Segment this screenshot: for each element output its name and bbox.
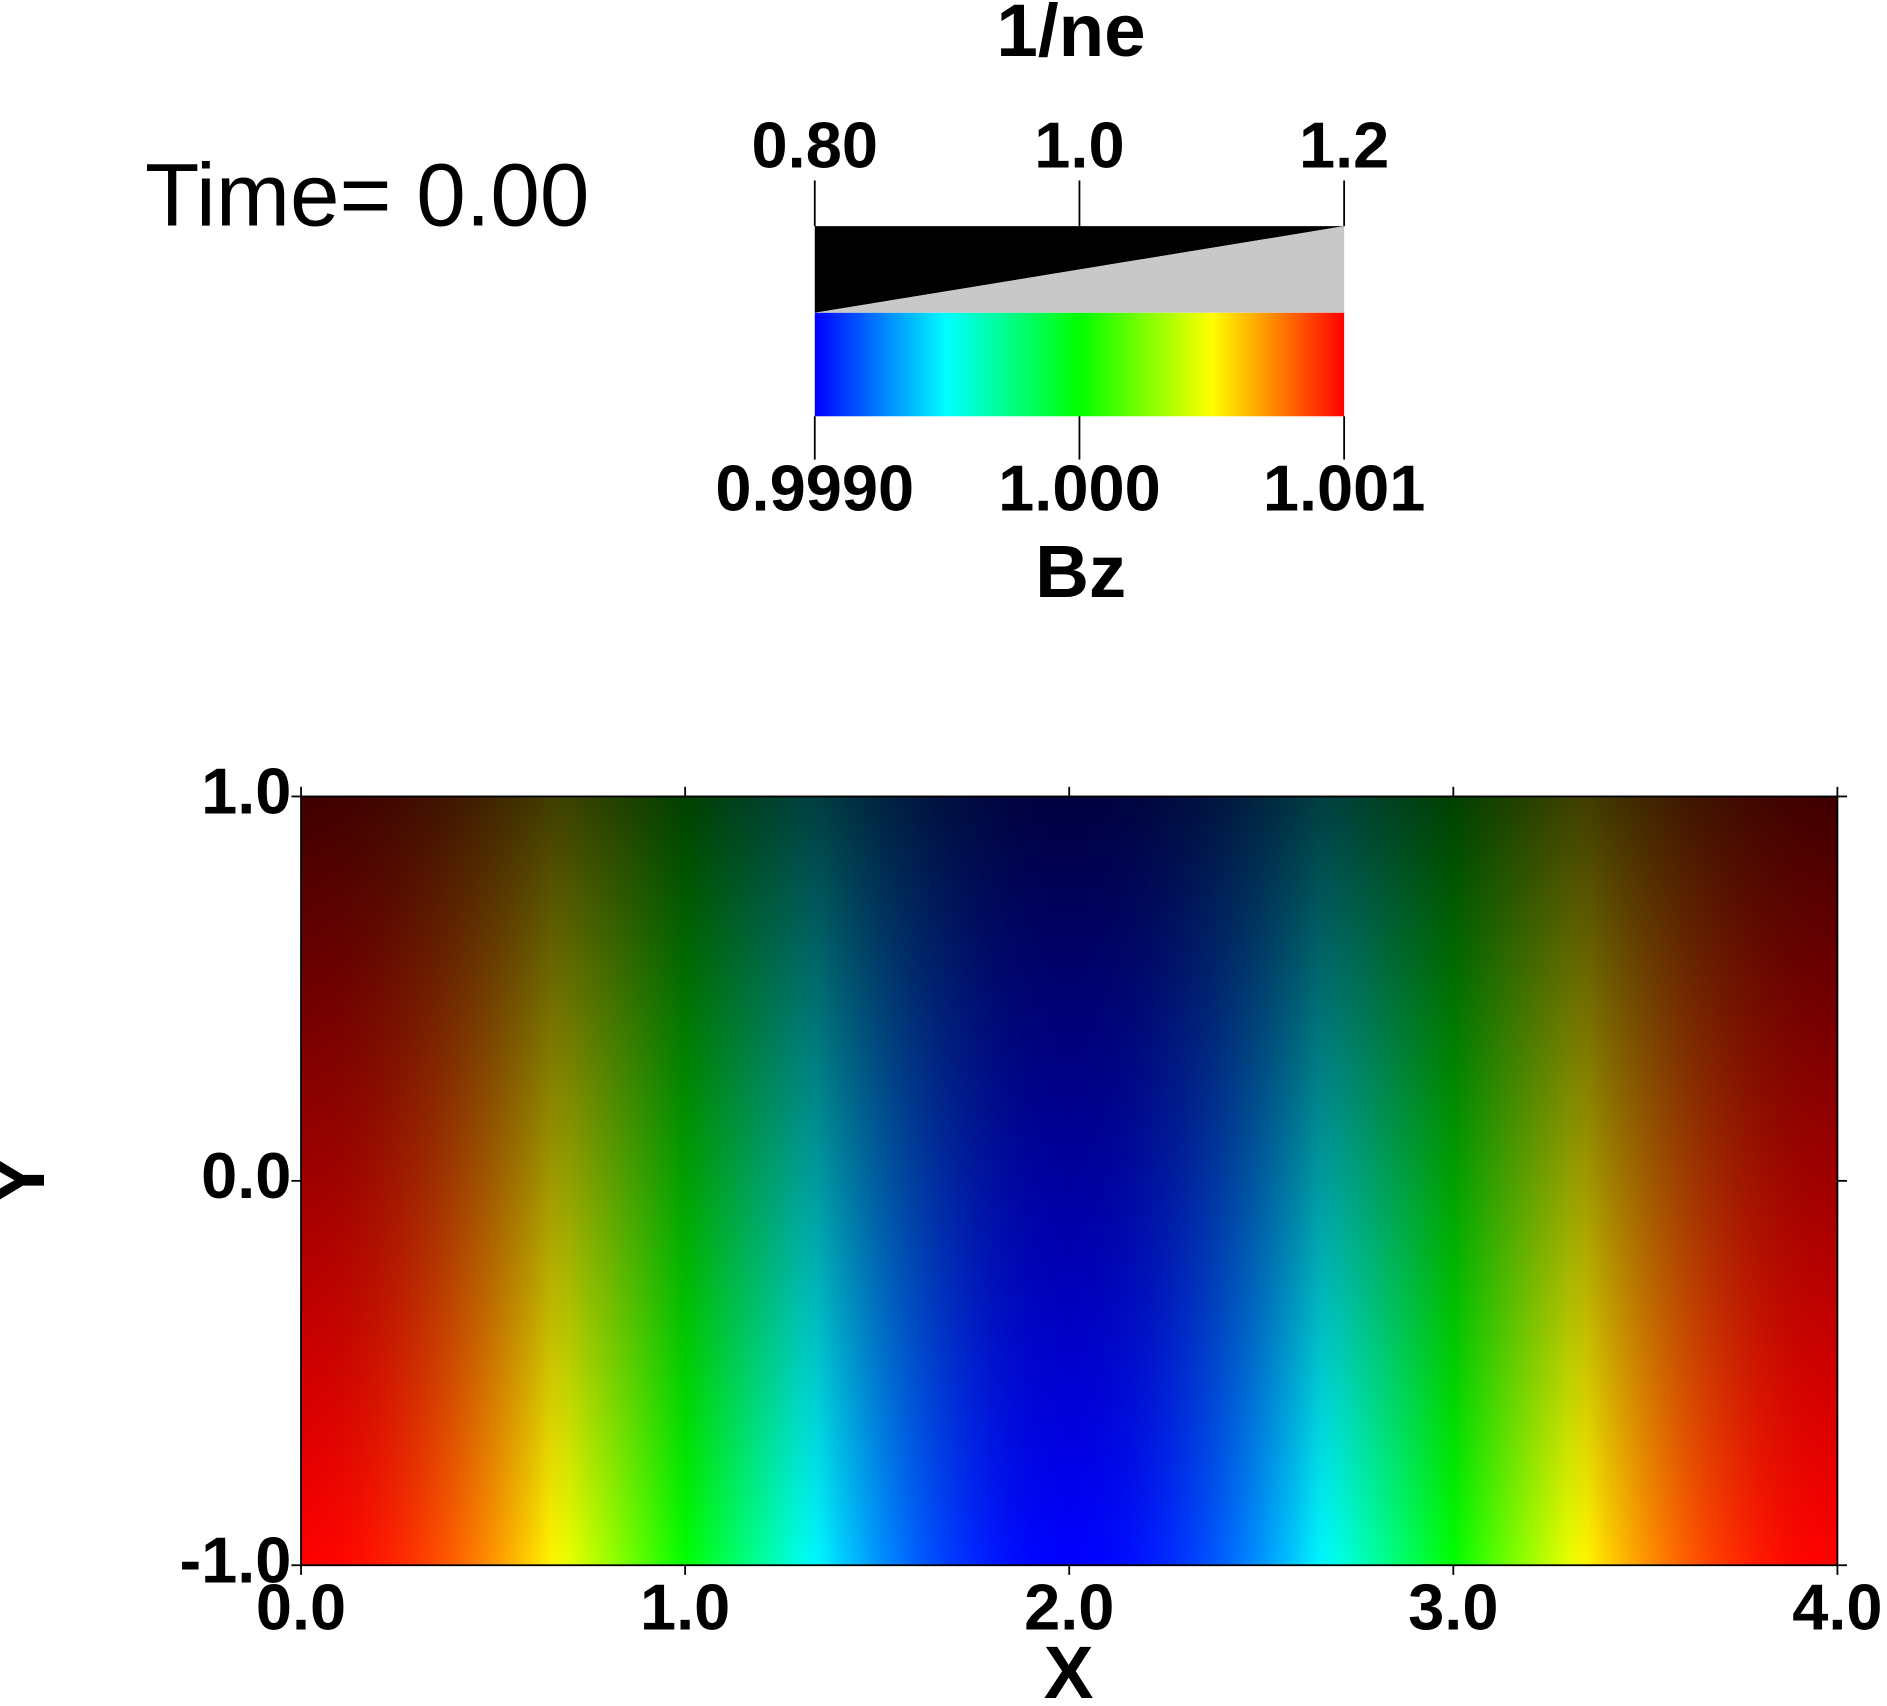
colorbar-tick-label: 1.000 [998,451,1161,524]
colorbar-tick-label: 0.9990 [715,451,914,524]
time-annotation: Time= 0.00 [145,145,589,245]
field-shading [301,796,1838,1566]
x-tick-label: 0.0 [256,1570,346,1643]
colorbar-tick-label: 1.001 [1263,451,1426,524]
opacity-bar-tick-label: 1.0 [1034,109,1124,182]
x-tick-label: 4.0 [1792,1570,1882,1643]
opacity-bar-tick-label: 0.80 [752,109,878,182]
x-tick-label: 1.0 [640,1570,730,1643]
x-tick-label: 2.0 [1024,1570,1114,1643]
x-axis-label: X [1044,1630,1094,1706]
x-tick-label: 3.0 [1408,1570,1498,1643]
colorbar-title: Bz [1035,529,1126,613]
y-axis-label: Y [0,1155,60,1205]
opacity-bar-tick-label: 1.2 [1299,109,1389,182]
opacity-bar-title: 1/ne [996,0,1145,72]
opacity-ramp-light [814,226,1345,313]
y-tick-label: 1.0 [201,755,291,828]
y-tick-label: -1.0 [179,1523,291,1596]
colorbar [814,312,1345,417]
y-tick-label: 0.0 [201,1139,291,1212]
